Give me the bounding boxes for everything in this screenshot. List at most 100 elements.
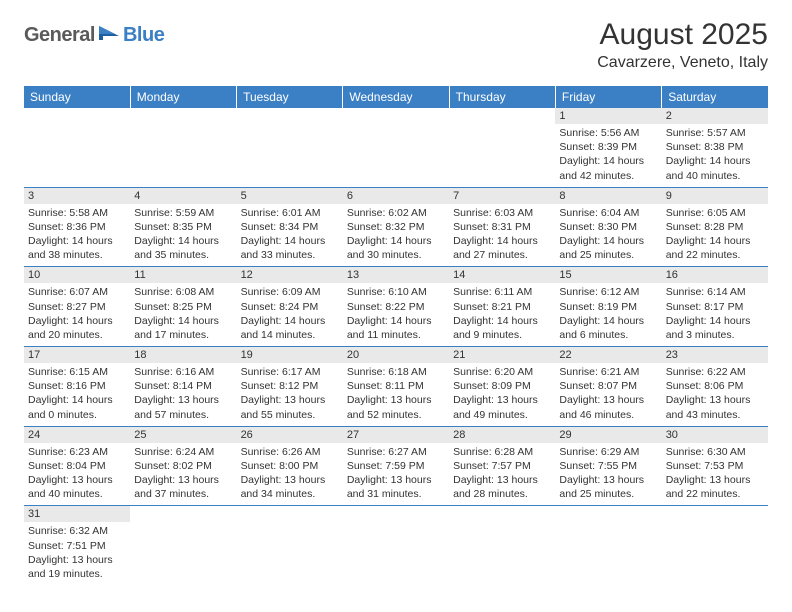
calendar-head: SundayMondayTuesdayWednesdayThursdayFrid… <box>24 86 768 108</box>
calendar-row: 24Sunrise: 6:23 AMSunset: 8:04 PMDayligh… <box>24 426 768 506</box>
day-number: 19 <box>237 347 343 363</box>
sunset-line: Sunset: 8:07 PM <box>559 379 657 393</box>
sunrise-line: Sunrise: 6:14 AM <box>666 285 764 299</box>
sunset-line: Sunset: 8:27 PM <box>28 300 126 314</box>
sunset-line: Sunset: 8:32 PM <box>347 220 445 234</box>
day-number: 28 <box>449 427 555 443</box>
brand-part2: Blue <box>123 24 164 47</box>
daylight-line: Daylight: 14 hours and 25 minutes. <box>559 234 657 262</box>
daylight-line: Daylight: 13 hours and 46 minutes. <box>559 393 657 421</box>
calendar-cell <box>130 506 236 585</box>
day-number: 17 <box>24 347 130 363</box>
day-number: 22 <box>555 347 661 363</box>
page-header: General Blue August 2025 Cavarzere, Vene… <box>0 0 792 78</box>
daylight-line: Daylight: 14 hours and 30 minutes. <box>347 234 445 262</box>
daylight-line: Daylight: 13 hours and 55 minutes. <box>241 393 339 421</box>
day-details: Sunrise: 6:28 AMSunset: 7:57 PMDaylight:… <box>449 443 555 506</box>
daylight-line: Daylight: 13 hours and 57 minutes. <box>134 393 232 421</box>
day-details: Sunrise: 6:10 AMSunset: 8:22 PMDaylight:… <box>343 283 449 346</box>
calendar-cell: 15Sunrise: 6:12 AMSunset: 8:19 PMDayligh… <box>555 267 661 347</box>
calendar-cell <box>555 506 661 585</box>
day-details: Sunrise: 6:09 AMSunset: 8:24 PMDaylight:… <box>237 283 343 346</box>
daylight-line: Daylight: 13 hours and 49 minutes. <box>453 393 551 421</box>
daylight-line: Daylight: 14 hours and 17 minutes. <box>134 314 232 342</box>
calendar-body: 1Sunrise: 5:56 AMSunset: 8:39 PMDaylight… <box>24 108 768 585</box>
day-number: 27 <box>343 427 449 443</box>
calendar-row: 10Sunrise: 6:07 AMSunset: 8:27 PMDayligh… <box>24 267 768 347</box>
sunrise-line: Sunrise: 5:57 AM <box>666 126 764 140</box>
calendar-cell <box>343 108 449 187</box>
day-number: 21 <box>449 347 555 363</box>
daylight-line: Daylight: 14 hours and 38 minutes. <box>28 234 126 262</box>
sunrise-line: Sunrise: 6:08 AM <box>134 285 232 299</box>
day-details: Sunrise: 5:56 AMSunset: 8:39 PMDaylight:… <box>555 124 661 187</box>
calendar-cell <box>662 506 768 585</box>
sunset-line: Sunset: 8:39 PM <box>559 140 657 154</box>
calendar-cell: 6Sunrise: 6:02 AMSunset: 8:32 PMDaylight… <box>343 187 449 267</box>
day-details: Sunrise: 6:01 AMSunset: 8:34 PMDaylight:… <box>237 204 343 267</box>
day-details: Sunrise: 6:27 AMSunset: 7:59 PMDaylight:… <box>343 443 449 506</box>
sunrise-line: Sunrise: 6:24 AM <box>134 445 232 459</box>
day-number: 4 <box>130 188 236 204</box>
day-number: 7 <box>449 188 555 204</box>
day-details: Sunrise: 6:15 AMSunset: 8:16 PMDaylight:… <box>24 363 130 426</box>
sunset-line: Sunset: 8:28 PM <box>666 220 764 234</box>
daylight-line: Daylight: 14 hours and 9 minutes. <box>453 314 551 342</box>
day-number: 25 <box>130 427 236 443</box>
weekday-header: Monday <box>130 86 236 108</box>
calendar-cell: 14Sunrise: 6:11 AMSunset: 8:21 PMDayligh… <box>449 267 555 347</box>
sunrise-line: Sunrise: 6:27 AM <box>347 445 445 459</box>
calendar-cell <box>237 108 343 187</box>
sunrise-line: Sunrise: 6:01 AM <box>241 206 339 220</box>
sunrise-line: Sunrise: 6:26 AM <box>241 445 339 459</box>
calendar-cell: 7Sunrise: 6:03 AMSunset: 8:31 PMDaylight… <box>449 187 555 267</box>
sunrise-line: Sunrise: 6:32 AM <box>28 524 126 538</box>
day-number: 12 <box>237 267 343 283</box>
calendar-cell <box>449 108 555 187</box>
calendar-cell: 25Sunrise: 6:24 AMSunset: 8:02 PMDayligh… <box>130 426 236 506</box>
daylight-line: Daylight: 13 hours and 22 minutes. <box>666 473 764 501</box>
sunrise-line: Sunrise: 6:12 AM <box>559 285 657 299</box>
day-details: Sunrise: 6:22 AMSunset: 8:06 PMDaylight:… <box>662 363 768 426</box>
sunset-line: Sunset: 8:17 PM <box>666 300 764 314</box>
daylight-line: Daylight: 14 hours and 14 minutes. <box>241 314 339 342</box>
day-number: 11 <box>130 267 236 283</box>
daylight-line: Daylight: 13 hours and 40 minutes. <box>28 473 126 501</box>
calendar-cell: 5Sunrise: 6:01 AMSunset: 8:34 PMDaylight… <box>237 187 343 267</box>
sunset-line: Sunset: 8:38 PM <box>666 140 764 154</box>
weekday-row: SundayMondayTuesdayWednesdayThursdayFrid… <box>24 86 768 108</box>
calendar-cell: 4Sunrise: 5:59 AMSunset: 8:35 PMDaylight… <box>130 187 236 267</box>
calendar-cell: 22Sunrise: 6:21 AMSunset: 8:07 PMDayligh… <box>555 347 661 427</box>
calendar-cell: 12Sunrise: 6:09 AMSunset: 8:24 PMDayligh… <box>237 267 343 347</box>
daylight-line: Daylight: 13 hours and 52 minutes. <box>347 393 445 421</box>
daylight-line: Daylight: 13 hours and 25 minutes. <box>559 473 657 501</box>
sunrise-line: Sunrise: 6:07 AM <box>28 285 126 299</box>
day-details: Sunrise: 6:29 AMSunset: 7:55 PMDaylight:… <box>555 443 661 506</box>
calendar-cell <box>449 506 555 585</box>
sunrise-line: Sunrise: 5:58 AM <box>28 206 126 220</box>
sunrise-line: Sunrise: 5:59 AM <box>134 206 232 220</box>
sunset-line: Sunset: 8:30 PM <box>559 220 657 234</box>
calendar-cell: 8Sunrise: 6:04 AMSunset: 8:30 PMDaylight… <box>555 187 661 267</box>
daylight-line: Daylight: 13 hours and 28 minutes. <box>453 473 551 501</box>
brand-part1: General <box>24 24 95 47</box>
sunset-line: Sunset: 8:09 PM <box>453 379 551 393</box>
daylight-line: Daylight: 14 hours and 3 minutes. <box>666 314 764 342</box>
day-details: Sunrise: 6:02 AMSunset: 8:32 PMDaylight:… <box>343 204 449 267</box>
day-details: Sunrise: 6:07 AMSunset: 8:27 PMDaylight:… <box>24 283 130 346</box>
sunrise-line: Sunrise: 6:03 AM <box>453 206 551 220</box>
sunrise-line: Sunrise: 6:04 AM <box>559 206 657 220</box>
daylight-line: Daylight: 14 hours and 33 minutes. <box>241 234 339 262</box>
day-number: 14 <box>449 267 555 283</box>
calendar-cell <box>237 506 343 585</box>
daylight-line: Daylight: 14 hours and 42 minutes. <box>559 154 657 182</box>
flag-icon <box>99 24 121 47</box>
sunrise-line: Sunrise: 6:23 AM <box>28 445 126 459</box>
weekday-header: Wednesday <box>343 86 449 108</box>
sunset-line: Sunset: 7:59 PM <box>347 459 445 473</box>
weekday-header: Friday <box>555 86 661 108</box>
day-number: 9 <box>662 188 768 204</box>
day-details: Sunrise: 6:04 AMSunset: 8:30 PMDaylight:… <box>555 204 661 267</box>
sunset-line: Sunset: 8:34 PM <box>241 220 339 234</box>
calendar-cell: 24Sunrise: 6:23 AMSunset: 8:04 PMDayligh… <box>24 426 130 506</box>
